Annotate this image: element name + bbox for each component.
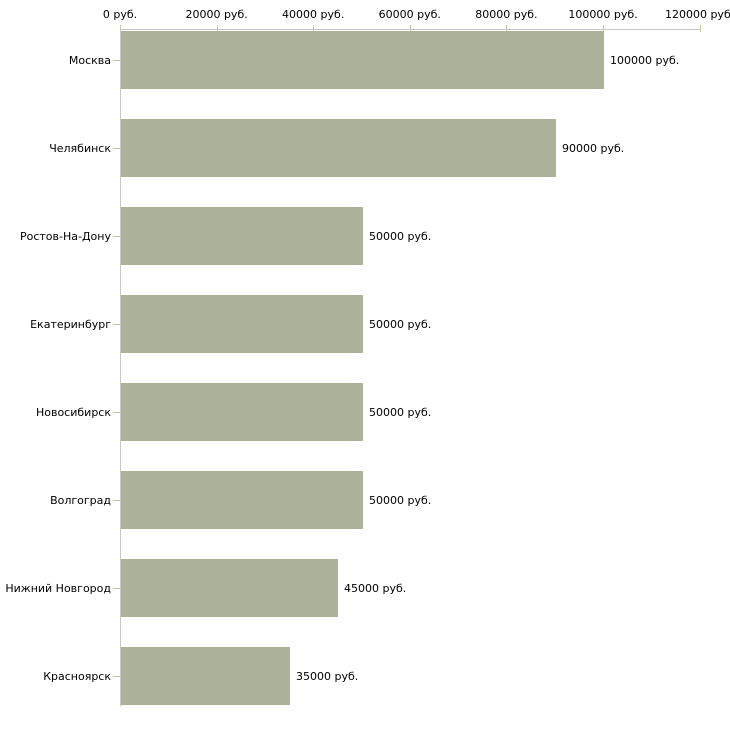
bar-6 bbox=[121, 559, 338, 617]
x-axis-tick-label: 100000 руб. bbox=[568, 8, 638, 21]
value-label: 50000 руб. bbox=[369, 229, 432, 243]
category-label: Красноярск bbox=[43, 669, 111, 683]
x-axis-tick-label: 60000 руб. bbox=[378, 8, 441, 21]
x-axis-tick-mark bbox=[120, 25, 121, 32]
x-axis-tick-mark bbox=[216, 25, 218, 32]
y-axis-line bbox=[120, 29, 121, 706]
x-axis-tick-label: 20000 руб. bbox=[185, 8, 248, 21]
bar-4 bbox=[121, 383, 363, 441]
bar-3 bbox=[121, 295, 363, 353]
x-axis-tick-mark bbox=[409, 25, 411, 32]
value-label: 45000 руб. bbox=[344, 581, 407, 595]
category-label: Екатеринбург bbox=[30, 317, 111, 331]
value-label: 50000 руб. bbox=[369, 405, 432, 419]
category-label: Челябинск bbox=[49, 141, 111, 155]
category-tick-mark bbox=[113, 236, 120, 237]
x-axis-tick-mark bbox=[313, 25, 315, 32]
value-label: 35000 руб. bbox=[296, 669, 359, 683]
x-axis-tick-mark bbox=[603, 25, 604, 32]
value-label: 50000 руб. bbox=[369, 493, 432, 507]
value-label: 50000 руб. bbox=[369, 317, 432, 331]
x-axis-tick-mark bbox=[699, 25, 701, 32]
x-axis-tick-label: 0 руб. bbox=[102, 8, 138, 21]
value-label: 100000 руб. bbox=[610, 53, 680, 67]
bar-5 bbox=[121, 471, 363, 529]
bar-7 bbox=[121, 647, 290, 705]
category-label: Новосибирск bbox=[35, 405, 111, 419]
x-axis-tick-label: 80000 руб. bbox=[475, 8, 538, 21]
category-tick-mark bbox=[113, 676, 120, 677]
category-tick-mark bbox=[113, 588, 120, 589]
category-label: Волгоград bbox=[50, 493, 111, 507]
category-tick-mark bbox=[113, 412, 120, 413]
category-tick-mark bbox=[113, 324, 120, 325]
category-label: Нижний Новгород bbox=[5, 581, 111, 595]
category-tick-mark bbox=[113, 60, 120, 61]
category-tick-mark bbox=[113, 148, 120, 149]
category-label: Ростов-На-Дону bbox=[19, 229, 111, 243]
x-axis-tick-mark bbox=[506, 25, 508, 32]
category-tick-mark bbox=[113, 500, 120, 501]
x-axis-tick-label: 120000 руб. bbox=[664, 8, 730, 21]
x-axis-line bbox=[120, 29, 701, 30]
value-label: 90000 руб. bbox=[562, 141, 625, 155]
category-label: Москва bbox=[68, 53, 111, 67]
bar-2 bbox=[121, 207, 363, 265]
bar-1 bbox=[121, 119, 556, 177]
bar-0 bbox=[121, 31, 604, 89]
x-axis-tick-label: 40000 руб. bbox=[282, 8, 345, 21]
